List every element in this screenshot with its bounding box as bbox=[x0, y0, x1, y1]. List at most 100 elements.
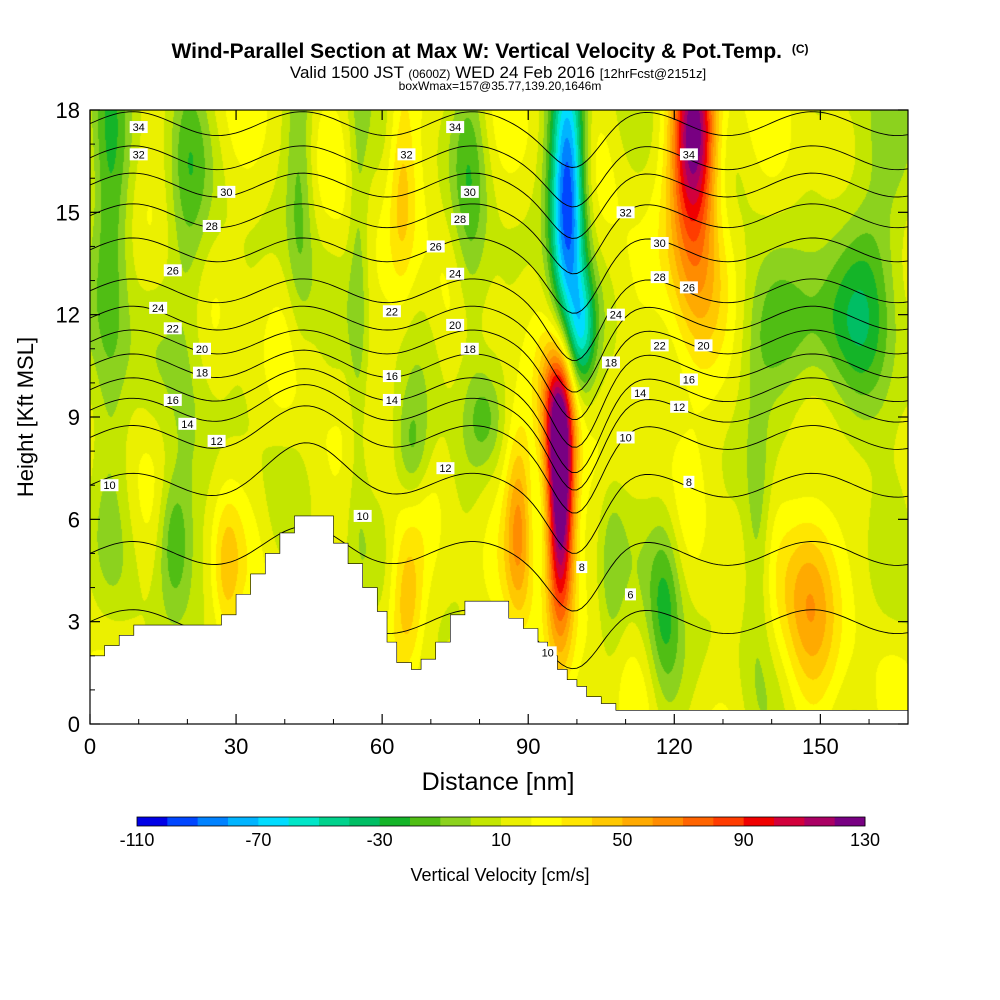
contour-label-bg bbox=[616, 431, 635, 444]
contour-label: 22 bbox=[650, 339, 669, 352]
contour-label-text: 26 bbox=[430, 241, 442, 253]
contour-label-bg bbox=[426, 240, 445, 253]
contour-label: 12 bbox=[207, 434, 226, 448]
contour-label: 14 bbox=[631, 387, 650, 400]
contour-label: 8 bbox=[576, 561, 588, 574]
contour-label-bg bbox=[624, 588, 636, 601]
chart-title-mark: (C) bbox=[792, 42, 809, 56]
contour-label-text: 30 bbox=[464, 187, 476, 199]
contour-label-text: 34 bbox=[133, 122, 145, 134]
x-axis-label: Distance [nm] bbox=[422, 768, 575, 796]
contour-label-text: 14 bbox=[181, 419, 193, 431]
contour-label-text: 10 bbox=[103, 480, 115, 492]
colorbar-swatch bbox=[652, 817, 684, 826]
contour-label-bg bbox=[446, 267, 465, 280]
terrain-mask bbox=[90, 515, 908, 724]
contour-label-bg bbox=[207, 434, 226, 447]
contour-label-text: 28 bbox=[654, 272, 666, 284]
contour-label-text: 24 bbox=[610, 310, 622, 322]
x-tick-label: 0 bbox=[84, 734, 96, 759]
contour-label: 32 bbox=[616, 206, 635, 219]
contour-label-bg bbox=[397, 148, 416, 161]
contour-label-bg bbox=[601, 356, 620, 369]
contour-label-bg bbox=[382, 393, 401, 406]
y-tick-label: 6 bbox=[68, 507, 80, 532]
contour-label-bg bbox=[606, 308, 625, 321]
contour-label-text: 18 bbox=[464, 344, 476, 356]
contour-label: 20 bbox=[694, 339, 713, 352]
colorbar-swatch bbox=[561, 817, 593, 826]
contour-label-text: 34 bbox=[449, 122, 461, 134]
colorbar-swatch bbox=[834, 817, 866, 826]
contour-label-text: 28 bbox=[454, 214, 466, 226]
contour-label-text: 32 bbox=[619, 207, 631, 219]
y-tick-label: 12 bbox=[56, 303, 80, 328]
colorbar-swatch bbox=[531, 817, 563, 826]
theta-contour-12 bbox=[90, 405, 908, 514]
contour-label: 16 bbox=[163, 393, 182, 407]
colorbar-label: Vertical Velocity [cm/s] bbox=[410, 865, 589, 885]
contour-label-text: 8 bbox=[686, 477, 692, 489]
contour-label: 34 bbox=[129, 121, 148, 134]
y-tick-label: 15 bbox=[56, 200, 80, 225]
contour-label-bg bbox=[650, 339, 669, 352]
contour-label-bg bbox=[679, 373, 698, 386]
colorbar-swatch bbox=[440, 817, 472, 826]
contour-label: 28 bbox=[202, 219, 221, 233]
y-tick-label: 18 bbox=[56, 98, 80, 123]
colorbar-swatch bbox=[410, 817, 441, 826]
contour-label: 22 bbox=[382, 305, 401, 318]
contour-label-bg bbox=[192, 366, 211, 379]
contour-label-bg bbox=[460, 342, 479, 355]
theta-contour-24 bbox=[90, 278, 908, 361]
contour-label-text: 12 bbox=[673, 402, 685, 414]
contour-label-bg bbox=[616, 206, 635, 219]
contour-label-bg bbox=[129, 148, 148, 161]
subtitle-forecast: [12hrFcst@2151z] bbox=[600, 66, 706, 81]
y-tick-label: 3 bbox=[68, 610, 80, 635]
contour-labels: 3432302826242220181614121034323028262422… bbox=[100, 121, 713, 659]
theta-contour-8 bbox=[90, 525, 908, 612]
contour-label-text: 18 bbox=[196, 368, 208, 380]
contour-label-bg bbox=[178, 417, 197, 430]
colorbar-swatch bbox=[379, 817, 411, 826]
contour-label: 20 bbox=[446, 318, 465, 332]
contour-label-bg bbox=[679, 281, 698, 294]
contour-label-text: 32 bbox=[400, 149, 412, 161]
contour-label-bg bbox=[538, 646, 557, 659]
contour-label: 28 bbox=[650, 271, 669, 284]
colorbar-swatch bbox=[470, 817, 502, 826]
theta-contour-20 bbox=[90, 329, 908, 420]
contour-label-bg bbox=[679, 148, 698, 161]
contour-label-bg bbox=[436, 462, 455, 475]
contour-label-text: 10 bbox=[542, 647, 554, 659]
colorbar-swatch bbox=[349, 817, 381, 826]
contour-label: 20 bbox=[192, 342, 211, 356]
chart-title: Wind-Parallel Section at Max W: Vertical… bbox=[171, 40, 808, 63]
contour-label-text: 20 bbox=[697, 340, 709, 352]
contour-label: 34 bbox=[679, 148, 698, 161]
colorbar-tick-label: 90 bbox=[734, 830, 754, 850]
contour-label-text: 28 bbox=[206, 221, 218, 233]
colorbar-swatch bbox=[167, 817, 199, 826]
y-tick-label: 0 bbox=[68, 712, 80, 737]
colorbar-swatch bbox=[774, 817, 805, 826]
contour-label-bg bbox=[451, 213, 470, 226]
contour-label-text: 22 bbox=[167, 323, 179, 335]
theta-contour-32 bbox=[90, 145, 908, 208]
x-axis: 0 30 60 90 120 150 bbox=[84, 110, 870, 759]
contour-label: 30 bbox=[217, 185, 236, 199]
contour-label: 10 bbox=[538, 646, 557, 659]
x-tick-label: 120 bbox=[656, 734, 693, 759]
contour-label-text: 22 bbox=[654, 340, 666, 352]
x-tick-label: 30 bbox=[224, 734, 248, 759]
chart-title-text: Wind-Parallel Section at Max W: Vertical… bbox=[171, 40, 782, 63]
theta-contour-26 bbox=[90, 237, 908, 314]
theta-contour-18 bbox=[90, 349, 908, 448]
colorbar-frame bbox=[136, 816, 866, 827]
colorbar-tick-label: 130 bbox=[850, 830, 880, 850]
contour-label: 28 bbox=[451, 213, 470, 226]
colorbar-swatch bbox=[137, 817, 168, 826]
theta-contour-10 bbox=[90, 442, 908, 554]
contour-label-bg bbox=[163, 393, 182, 406]
